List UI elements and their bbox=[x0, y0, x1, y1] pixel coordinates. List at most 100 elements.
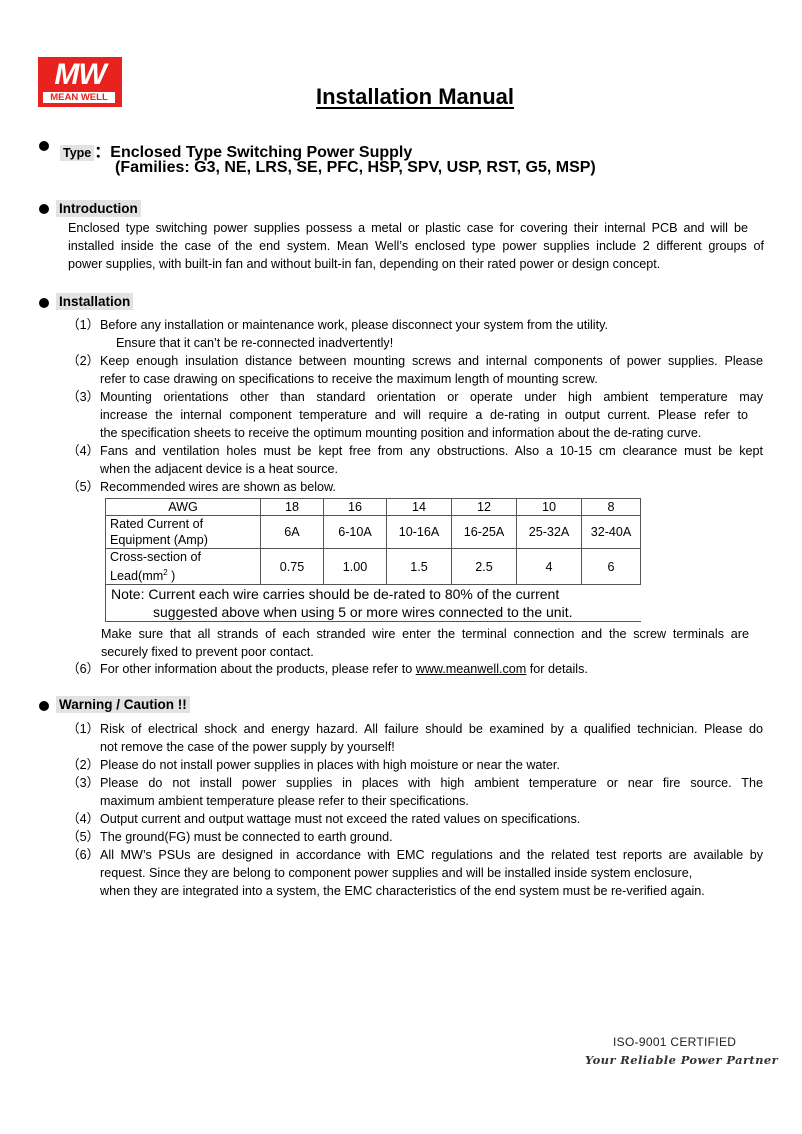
introduction-heading: Introduction bbox=[56, 200, 141, 217]
table-row: Note: Current each wire carries should b… bbox=[105, 584, 641, 623]
slogan-text: Your Reliable Power Partner bbox=[585, 1053, 779, 1067]
bullet-icon bbox=[39, 141, 49, 151]
table-cell: 10-16A bbox=[386, 515, 452, 549]
item-number: （1） bbox=[67, 722, 100, 736]
table-cell: 16-25A bbox=[451, 515, 517, 549]
table-cell: 8 bbox=[581, 498, 641, 516]
warning-heading: Warning / Caution !! bbox=[56, 696, 190, 713]
wire-table: AWG 18 16 14 12 10 8 Rated Current of Equ… bbox=[105, 498, 641, 623]
page-title: Installation Manual bbox=[316, 84, 515, 109]
installation-heading: Installation bbox=[56, 293, 134, 310]
text: For other information about the products… bbox=[100, 662, 416, 676]
list-item: （6） For other information about the prod… bbox=[0, 660, 802, 678]
type-heading: Type bbox=[60, 145, 95, 161]
text-line: refer to case drawing on specifications … bbox=[100, 372, 598, 386]
text-line: Risk of electrical shock and energy haza… bbox=[100, 722, 763, 736]
list-item: （1） Before any installation or maintenan… bbox=[0, 316, 802, 352]
mean-well-logo: MW MEAN WELL bbox=[38, 57, 122, 107]
text-line: Mounting orientations other than standar… bbox=[100, 390, 763, 404]
table-cell: 18 bbox=[260, 498, 324, 516]
table-cell: 25-32A bbox=[516, 515, 582, 549]
type-value: Enclosed Type Switching Power Supply bbox=[110, 144, 413, 161]
superscript: 2 bbox=[163, 568, 168, 577]
bullet-icon bbox=[39, 298, 49, 308]
table-row: Rated Current of Equipment (Amp) 6A 6-10A… bbox=[105, 515, 641, 549]
table-cell: 10 bbox=[516, 498, 582, 516]
cell-text: ) bbox=[167, 569, 176, 584]
text-line: when the adjacent device is a heat sourc… bbox=[100, 462, 339, 476]
text-line: power supplies, with built-in fan and wi… bbox=[68, 257, 661, 271]
text-line: the specification sheets to receive the … bbox=[100, 426, 702, 440]
text-line: Output current and output wattage must n… bbox=[100, 812, 581, 826]
meanwell-link[interactable]: www.meanwell.com bbox=[415, 662, 527, 676]
list-item: （3） Mounting orientations other than sta… bbox=[0, 388, 802, 442]
table-cell: 32-40A bbox=[581, 515, 641, 549]
item-number: （6） bbox=[67, 662, 100, 676]
cell-text: Rated Current of bbox=[110, 517, 204, 531]
table-cell: 16 bbox=[323, 498, 387, 516]
table-cell: 6-10A bbox=[323, 515, 387, 549]
text-line: The ground(FG) must be connected to eart… bbox=[100, 830, 393, 844]
table-note: Note: Current each wire carries should b… bbox=[105, 584, 641, 623]
item-number: （6） bbox=[67, 848, 100, 862]
table-cell: AWG bbox=[105, 498, 261, 516]
table-row: Cross-section of Lead(mm2 ) 0.75 1.00 1.5… bbox=[105, 547, 641, 586]
item-number: （5） bbox=[67, 830, 100, 844]
text-line: increase the internal component temperat… bbox=[100, 408, 748, 422]
text: for details. bbox=[526, 662, 588, 676]
table-cell: 6A bbox=[260, 515, 324, 549]
text-line: Enclosed type switching power supplies p… bbox=[68, 221, 748, 235]
cell-text: Lead(mm bbox=[110, 569, 164, 584]
installation-list: （1） Before any installation or maintenan… bbox=[0, 316, 802, 496]
text-line: securely fixed to prevent poor contact. bbox=[101, 645, 314, 659]
table-row: AWG 18 16 14 12 10 8 bbox=[105, 498, 641, 516]
after-table-text: Make sure that all strands of each stran… bbox=[101, 625, 749, 661]
list-item: （6） All MW’s PSUs are designed in accord… bbox=[0, 846, 802, 900]
list-item: （2） Keep enough insulation distance betw… bbox=[0, 352, 802, 388]
text-line: installed inside the case of the end sys… bbox=[68, 239, 764, 253]
table-cell: 1.5 bbox=[386, 547, 452, 586]
bullet-icon bbox=[39, 204, 49, 214]
text-line: Please do not install power supplies in … bbox=[100, 776, 763, 790]
list-item: （3） Please do not install power supplies… bbox=[0, 774, 802, 810]
item-number: （1） bbox=[67, 318, 100, 332]
text-line: Keep enough insulation distance between … bbox=[100, 354, 763, 368]
item-number: （3） bbox=[67, 390, 100, 404]
text-line: Please do not install power supplies in … bbox=[100, 758, 560, 772]
cell-text: Cross-section of bbox=[110, 550, 201, 564]
list-item: （1） Risk of electrical shock and energy … bbox=[0, 720, 802, 756]
table-cell: 4 bbox=[516, 547, 582, 586]
introduction-paragraph: Enclosed type switching power supplies p… bbox=[68, 219, 764, 273]
item-number: （3） bbox=[67, 776, 100, 790]
list-item: （4） Output current and output wattage mu… bbox=[0, 810, 802, 828]
list-item: （4） Fans and ventilation holes must be k… bbox=[0, 442, 802, 478]
text-line: when they are integrated into a system, … bbox=[100, 884, 705, 898]
item-number: （5） bbox=[67, 480, 100, 494]
type-separator: ： bbox=[94, 144, 111, 161]
logo-text: MEAN WELL bbox=[43, 92, 115, 103]
text-line: Ensure that it can’t be re-connected ina… bbox=[116, 336, 394, 350]
table-cell: Cross-section of Lead(mm2 ) bbox=[105, 547, 261, 586]
item-number: （4） bbox=[67, 812, 100, 826]
iso-certified-text: ISO-9001 CERTIFIED bbox=[613, 1035, 737, 1049]
list-item: （5） Recommended wires are shown as below… bbox=[0, 478, 802, 496]
text-line: Make sure that all strands of each stran… bbox=[101, 627, 749, 641]
list-item: （5） The ground(FG) must be connected to … bbox=[0, 828, 802, 846]
logo-mark: MW bbox=[54, 58, 106, 91]
text-line: request. Since they are belong to compon… bbox=[100, 866, 693, 880]
text-line: not remove the case of the power supply … bbox=[100, 740, 395, 754]
item-number: （4） bbox=[67, 444, 100, 458]
type-section: Type ：Enclosed Type Switching Power Suppl… bbox=[60, 138, 412, 162]
text-line: Before any installation or maintenance w… bbox=[100, 318, 608, 332]
table-cell: 0.75 bbox=[260, 547, 324, 586]
cell-text: Equipment (Amp) bbox=[110, 533, 208, 547]
table-cell: 2.5 bbox=[451, 547, 517, 586]
table-cell: 6 bbox=[581, 547, 641, 586]
type-families: (Families: G3, NE, LRS, SE, PFC, HSP, SP… bbox=[115, 159, 596, 176]
table-cell: 12 bbox=[451, 498, 517, 516]
text-line: Recommended wires are shown as below. bbox=[100, 480, 336, 494]
bullet-icon bbox=[39, 701, 49, 711]
text-line: Fans and ventilation holes must be kept … bbox=[100, 444, 763, 458]
list-item: （2） Please do not install power supplies… bbox=[0, 756, 802, 774]
table-cell: Rated Current of Equipment (Amp) bbox=[105, 515, 261, 549]
